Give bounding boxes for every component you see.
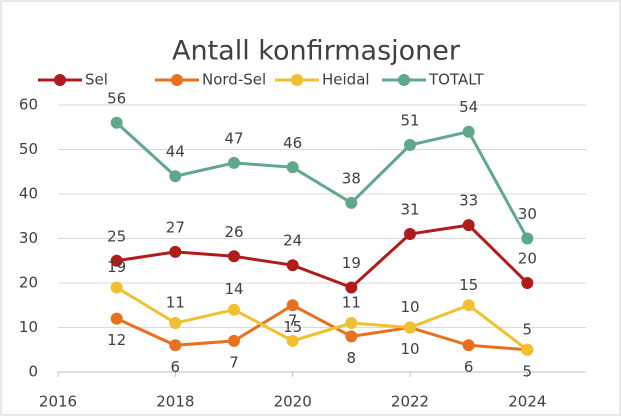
data-point (169, 317, 182, 330)
data-point (345, 196, 358, 209)
data-point (228, 303, 240, 316)
data-point (169, 245, 182, 258)
data-label: 11 (166, 294, 185, 312)
series-line (115, 121, 529, 240)
legend-marker (398, 74, 410, 86)
legend-marker (291, 74, 303, 86)
data-point (404, 228, 416, 241)
data-label: 46 (283, 134, 302, 152)
x-tick-label: 2016 (39, 393, 77, 411)
data-label: 25 (107, 227, 126, 245)
data-label: 31 (400, 201, 419, 219)
chart-title: Antall konfirmasjoner (172, 36, 461, 67)
legend-marker (54, 74, 66, 86)
data-label: 10 (400, 298, 419, 316)
series-line (116, 223, 529, 290)
legend-label: TOTALT (428, 71, 485, 89)
data-point (228, 334, 240, 347)
data-label: 19 (342, 254, 361, 272)
data-label: 44 (166, 143, 185, 161)
data-label: 30 (518, 205, 537, 223)
data-point (286, 259, 299, 272)
y-tick-label: 10 (19, 318, 38, 336)
data-point (521, 277, 534, 289)
legend-label: Nord-Sel (202, 71, 266, 89)
data-point (228, 156, 240, 169)
data-point (110, 312, 123, 325)
data-point (110, 254, 123, 267)
data-label: 19 (107, 258, 126, 276)
data-label: 24 (283, 232, 302, 250)
series-line (115, 286, 529, 351)
data-label: 15 (459, 276, 478, 294)
data-label: 14 (224, 280, 243, 298)
data-label: 54 (459, 98, 478, 116)
data-label: 5 (523, 320, 533, 338)
x-tick-label: 2024 (508, 393, 546, 411)
legend-label: Sel (85, 71, 108, 89)
y-tick-label: 0 (28, 363, 38, 381)
data-point (521, 232, 534, 245)
data-point (404, 321, 416, 334)
data-label: 6 (464, 358, 474, 376)
data-label: 26 (224, 223, 243, 241)
data-label: 7 (229, 353, 239, 371)
data-label: 47 (224, 129, 243, 147)
data-point (169, 339, 182, 352)
legend-label: Heidal (322, 71, 370, 89)
y-tick-label: 60 (19, 96, 38, 114)
data-label: 15 (283, 318, 302, 336)
data-point (462, 219, 475, 232)
x-tick-label: 2022 (391, 393, 429, 411)
x-tick-label: 2018 (156, 393, 194, 411)
data-label: 12 (107, 331, 126, 349)
data-point (169, 170, 182, 183)
y-tick-label: 40 (19, 185, 38, 203)
y-tick-label: 30 (19, 229, 38, 247)
data-point (404, 139, 416, 152)
data-label: 6 (171, 358, 181, 376)
data-label: 38 (342, 169, 361, 187)
data-point (345, 281, 358, 294)
data-label: 5 (523, 362, 533, 380)
data-label: 8 (347, 349, 357, 367)
data-label: 20 (518, 250, 537, 268)
data-label: 51 (400, 112, 419, 130)
data-point (462, 299, 475, 312)
data-point (462, 125, 475, 138)
data-label: 56 (107, 89, 126, 107)
series-line (116, 303, 528, 352)
data-label: 7 (288, 311, 298, 329)
data-label: 33 (459, 192, 478, 210)
data-point (286, 334, 299, 347)
data-point (521, 343, 534, 356)
data-label: 11 (342, 294, 361, 312)
y-tick-label: 50 (19, 140, 38, 158)
data-point (286, 161, 299, 174)
x-tick-label: 2020 (274, 393, 312, 411)
data-point (228, 250, 240, 263)
data-point (462, 339, 475, 352)
data-point (345, 317, 358, 330)
data-label: 27 (166, 218, 185, 236)
data-point (110, 281, 123, 294)
legend-marker (171, 74, 183, 86)
data-point (286, 299, 299, 312)
data-label: 10 (400, 340, 419, 358)
data-point (110, 116, 123, 129)
data-point (345, 330, 358, 343)
y-tick-label: 20 (19, 274, 38, 292)
